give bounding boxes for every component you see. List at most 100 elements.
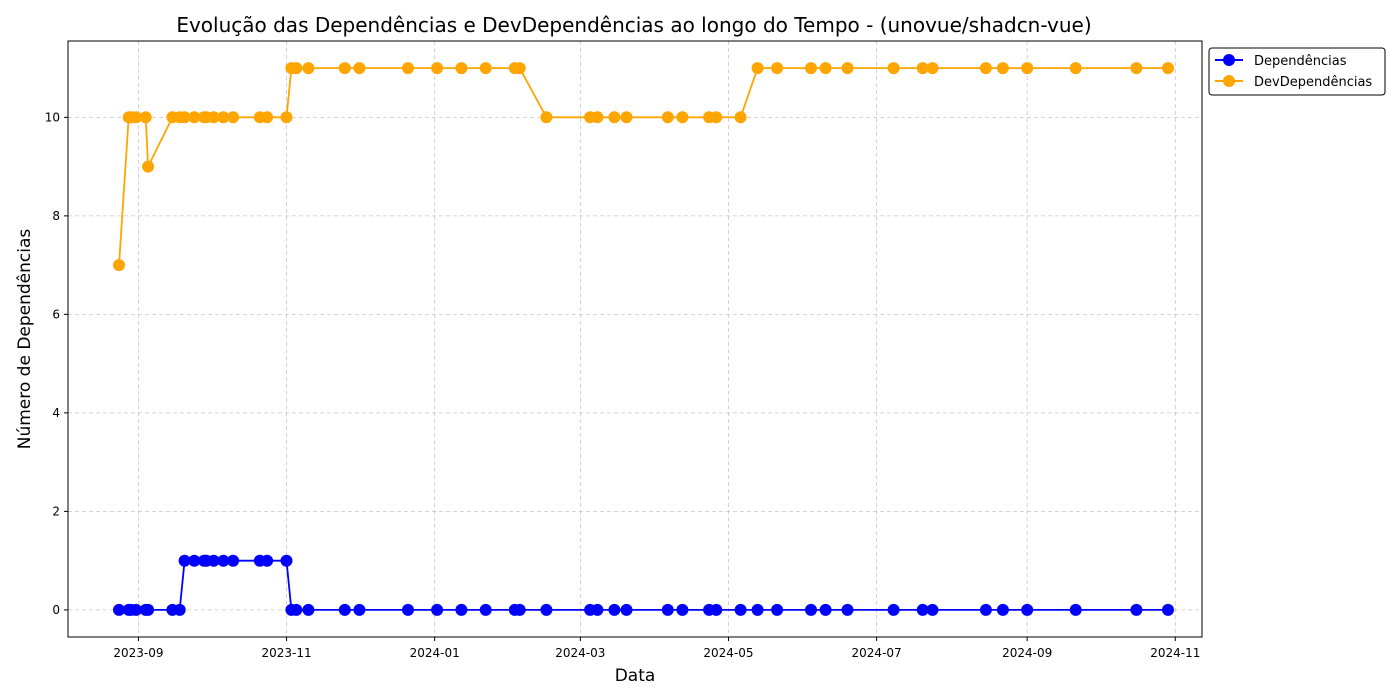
data-point bbox=[676, 603, 689, 616]
data-point bbox=[661, 111, 674, 124]
data-point bbox=[207, 111, 220, 124]
y-tick-label: 0 bbox=[52, 603, 60, 617]
data-point bbox=[591, 111, 604, 124]
x-tick-label: 2024-01 bbox=[410, 646, 460, 660]
data-point bbox=[113, 603, 125, 616]
data-point bbox=[996, 603, 1009, 616]
data-point bbox=[1162, 62, 1174, 75]
series-dependencias bbox=[113, 554, 1174, 616]
legend-marker-devdependencias bbox=[1223, 75, 1235, 87]
data-point bbox=[734, 111, 747, 124]
data-point bbox=[513, 603, 526, 616]
x-tick-label: 2024-05 bbox=[703, 646, 753, 660]
data-point bbox=[771, 603, 784, 616]
data-point bbox=[661, 603, 674, 616]
data-point bbox=[302, 62, 315, 75]
data-point bbox=[353, 62, 366, 75]
data-point bbox=[620, 111, 633, 124]
data-point bbox=[916, 603, 929, 616]
data-point bbox=[142, 160, 155, 173]
data-point bbox=[1021, 62, 1034, 75]
chart-title: Evolução das Dependências e DevDependênc… bbox=[176, 13, 1091, 37]
data-point bbox=[540, 603, 553, 616]
data-point bbox=[1130, 603, 1143, 616]
data-point bbox=[1130, 62, 1143, 75]
data-point bbox=[455, 603, 468, 616]
data-point bbox=[513, 62, 526, 75]
legend: Dependências DevDependências bbox=[1208, 47, 1386, 96]
data-point bbox=[431, 603, 444, 616]
data-point bbox=[841, 62, 854, 75]
x-tick-label: 2024-09 bbox=[1002, 646, 1052, 660]
legend-label-devdependencias: DevDependências bbox=[1254, 75, 1372, 90]
data-point bbox=[188, 111, 201, 124]
data-point bbox=[540, 111, 553, 124]
data-point bbox=[887, 603, 900, 616]
y-axis-label: Número de Dependências bbox=[15, 229, 35, 450]
x-tick-label: 2023-11 bbox=[261, 646, 311, 660]
data-point bbox=[620, 603, 633, 616]
x-tick-label: 2023-09 bbox=[113, 646, 163, 660]
data-point bbox=[1021, 603, 1034, 616]
data-point bbox=[479, 603, 492, 616]
series-devdependencias bbox=[113, 62, 1174, 272]
data-point bbox=[130, 111, 142, 124]
data-point bbox=[402, 603, 414, 616]
data-point bbox=[178, 111, 191, 124]
legend-marker-dependencias bbox=[1223, 54, 1235, 66]
data-point bbox=[207, 554, 220, 567]
data-point bbox=[130, 603, 142, 616]
x-tick-label: 2024-07 bbox=[852, 646, 902, 660]
data-point bbox=[1069, 62, 1082, 75]
data-point bbox=[338, 62, 351, 75]
data-point bbox=[805, 603, 817, 616]
data-point bbox=[771, 62, 784, 75]
data-point bbox=[280, 111, 293, 124]
legend-box bbox=[1208, 47, 1386, 96]
data-point bbox=[819, 603, 832, 616]
data-point bbox=[1162, 603, 1174, 616]
data-point bbox=[926, 603, 939, 616]
data-point bbox=[751, 62, 764, 75]
data-point bbox=[710, 603, 723, 616]
data-point bbox=[227, 111, 240, 124]
axis-ticks: 2023-09 2023-11 2024-01 2024-03 2024-05 2024-… bbox=[45, 110, 1201, 660]
data-point bbox=[710, 111, 723, 124]
data-point bbox=[591, 603, 604, 616]
data-point bbox=[302, 603, 315, 616]
data-point bbox=[139, 111, 152, 124]
data-point bbox=[261, 554, 274, 567]
x-axis-label: Data bbox=[615, 666, 656, 686]
y-tick-label: 8 bbox=[52, 209, 60, 223]
y-tick-label: 10 bbox=[45, 110, 60, 124]
data-point bbox=[113, 259, 125, 272]
data-point bbox=[926, 62, 939, 75]
plot-area-frame bbox=[67, 40, 1203, 638]
data-point bbox=[261, 111, 274, 124]
data-point bbox=[353, 603, 366, 616]
x-tick-label: 2024-11 bbox=[1150, 646, 1200, 660]
y-tick-label: 6 bbox=[52, 307, 60, 321]
data-point bbox=[178, 554, 191, 567]
x-tick-label: 2024-03 bbox=[555, 646, 605, 660]
data-point bbox=[431, 62, 444, 75]
data-point bbox=[916, 62, 929, 75]
data-point bbox=[751, 603, 764, 616]
data-point bbox=[142, 603, 155, 616]
data-point bbox=[402, 62, 414, 75]
data-point bbox=[455, 62, 468, 75]
data-point bbox=[217, 111, 230, 124]
data-series bbox=[113, 62, 1174, 616]
data-point bbox=[338, 603, 351, 616]
data-point bbox=[608, 111, 621, 124]
data-point bbox=[608, 603, 621, 616]
data-point bbox=[734, 603, 747, 616]
data-point bbox=[1069, 603, 1082, 616]
data-point bbox=[290, 62, 303, 75]
data-point bbox=[227, 554, 240, 567]
data-point bbox=[676, 111, 689, 124]
data-point bbox=[841, 603, 854, 616]
data-point bbox=[805, 62, 817, 75]
data-point bbox=[290, 603, 303, 616]
